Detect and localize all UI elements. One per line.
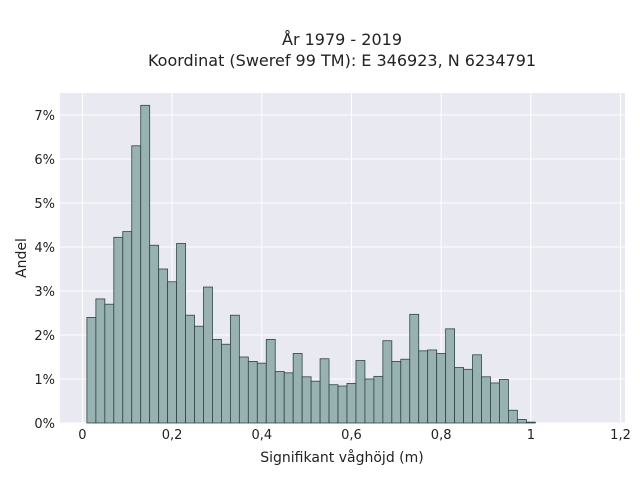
histogram-bar [337, 385, 348, 424]
histogram-bar [328, 384, 339, 424]
histogram-bar [140, 104, 151, 424]
y-tick-label: 7% [34, 109, 55, 124]
chart-subtitle: Koordinat (Sweref 99 TM): E 346923, N 62… [148, 51, 536, 70]
histogram-bar [122, 231, 133, 424]
x-tick-label: 0,8 [431, 428, 452, 443]
histogram-bar [113, 236, 124, 424]
histogram-bar [131, 145, 142, 424]
x-axis-ticks: 0 0,2 0,4 0,6 0,8 1 1,2 [78, 428, 631, 443]
histogram-bar [158, 268, 169, 424]
histogram-bar [436, 353, 447, 424]
x-tick-label: 1,2 [610, 428, 631, 443]
histogram-bar [185, 314, 195, 424]
y-tick-label: 3% [34, 285, 55, 300]
histogram-bar [167, 281, 177, 424]
histogram-bar [212, 338, 222, 424]
histogram-bar [373, 375, 384, 424]
histogram-bar [508, 409, 518, 424]
histogram-bar [104, 303, 115, 424]
histogram-bar [346, 382, 357, 424]
histogram-bar [445, 328, 456, 424]
histogram-bar [194, 325, 204, 424]
histogram-bars [86, 104, 536, 424]
histogram-bar [481, 376, 491, 424]
histogram-bar [490, 382, 500, 424]
histogram-bar [364, 378, 375, 424]
histogram-bar [229, 314, 240, 424]
histogram-bar [238, 356, 249, 424]
histogram-bar [95, 298, 106, 424]
histogram-bar [499, 379, 509, 424]
histogram-bar [86, 316, 97, 424]
chart-title: År 1979 - 2019 [282, 30, 402, 49]
histogram-bar [454, 367, 464, 424]
x-tick-label: 0 [78, 428, 86, 443]
x-tick-label: 0,6 [341, 428, 362, 443]
y-tick-label: 1% [34, 373, 55, 388]
histogram-bar [472, 354, 482, 424]
histogram-bar [355, 360, 366, 424]
y-tick-label: 6% [34, 153, 55, 168]
histogram-bar [292, 353, 303, 424]
histogram-bar [418, 350, 429, 424]
histogram-bar [310, 380, 321, 424]
histogram-bar [301, 376, 312, 424]
histogram-bar [382, 340, 393, 424]
histogram-bar [516, 419, 527, 424]
histogram-bar [400, 358, 411, 424]
histogram-bar [427, 349, 438, 424]
histogram-bar [319, 358, 330, 424]
histogram-bar [149, 244, 160, 424]
histogram-bar [247, 360, 258, 424]
x-tick-label: 1 [527, 428, 535, 443]
y-tick-label: 2% [34, 329, 55, 344]
histogram-bar [525, 421, 536, 424]
histogram-bar [221, 343, 231, 424]
histogram-bar [203, 286, 213, 424]
histogram-bar [463, 368, 473, 424]
histogram-bar [256, 362, 267, 424]
y-tick-label: 5% [34, 197, 55, 212]
histogram-bar [274, 371, 285, 424]
histogram-bar [283, 372, 294, 424]
y-axis-ticks: 0% 1% 2% 3% 4% 5% 6% 7% [34, 109, 55, 432]
histogram-bar [391, 360, 402, 424]
histogram-bar [265, 338, 276, 424]
x-axis-label: Signifikant våghöjd (m) [260, 449, 423, 466]
histogram-bar [409, 313, 420, 424]
histogram-bar [176, 243, 186, 424]
x-tick-label: 0,4 [251, 428, 272, 443]
y-axis-label: Andel [14, 238, 30, 278]
y-tick-label: 4% [34, 241, 55, 256]
y-tick-label: 0% [34, 417, 55, 432]
x-tick-label: 0,2 [162, 428, 183, 443]
